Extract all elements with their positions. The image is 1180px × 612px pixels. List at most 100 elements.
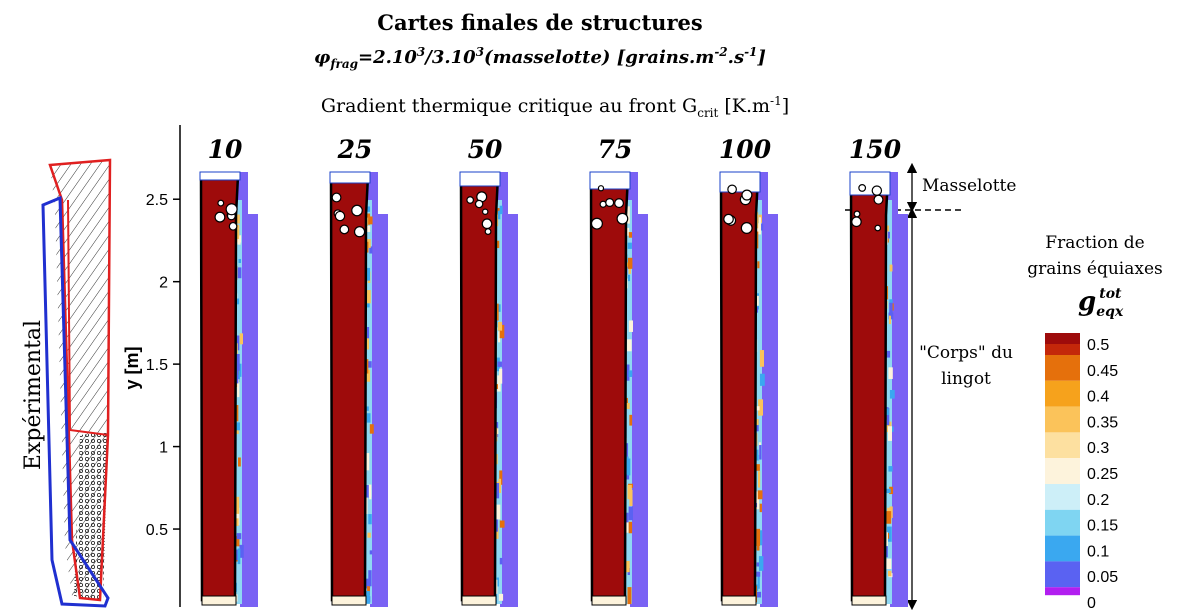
fringe-patch bbox=[237, 379, 240, 398]
fringe-patch bbox=[759, 350, 765, 367]
legend-swatch bbox=[1045, 344, 1080, 355]
fringe-patch bbox=[888, 367, 893, 379]
fringe-patch bbox=[499, 368, 503, 384]
subtitle-part: -1 bbox=[744, 45, 757, 59]
fringe-patch bbox=[887, 426, 893, 441]
fringe-patch bbox=[758, 217, 762, 235]
bottom-zone bbox=[591, 595, 627, 606]
legend-swatch bbox=[1045, 535, 1080, 562]
fringe-patch bbox=[757, 490, 763, 500]
legend-label: 0.15 bbox=[1087, 518, 1118, 535]
panel-label: 75 bbox=[598, 135, 633, 164]
fringe-patch bbox=[499, 324, 505, 339]
mold-strip bbox=[240, 214, 258, 607]
fringe-patch bbox=[239, 544, 244, 558]
fringe-patch bbox=[627, 242, 632, 249]
mold-strip bbox=[890, 214, 908, 607]
fringe-patch bbox=[628, 320, 633, 332]
symbol-part: eqx bbox=[1096, 304, 1124, 320]
legend-label: 0.2 bbox=[1087, 492, 1109, 509]
y-axis-label: y [m] bbox=[122, 346, 142, 389]
structure-map bbox=[849, 171, 908, 607]
fringe-patch bbox=[627, 257, 633, 269]
fringe-patch bbox=[756, 538, 760, 551]
fringe-patch bbox=[367, 586, 370, 596]
fringe-patch bbox=[626, 560, 630, 573]
fringe-patch bbox=[627, 587, 632, 605]
equiaxed-blob bbox=[351, 204, 363, 217]
equiaxed-blob bbox=[331, 192, 342, 203]
fringe-patch bbox=[495, 240, 500, 249]
equiaxed-blob bbox=[484, 228, 492, 236]
fringe-patch bbox=[759, 373, 765, 386]
fringe-patch bbox=[366, 225, 371, 232]
y-tick-label: 0.5 bbox=[146, 522, 168, 539]
equiaxed-blob bbox=[466, 196, 475, 204]
structure-map bbox=[719, 171, 778, 607]
legend-symbol: geqx tot bbox=[1078, 286, 1124, 320]
fringe-patch bbox=[365, 337, 370, 350]
legend-label: 0.3 bbox=[1087, 440, 1109, 457]
fringe-patch bbox=[236, 214, 240, 224]
fringe-patch bbox=[756, 571, 761, 577]
fringe-patch bbox=[627, 484, 632, 500]
equiaxed-blob bbox=[217, 199, 225, 207]
legend-swatch bbox=[1045, 333, 1080, 344]
equiaxed-blob bbox=[871, 185, 883, 196]
bottom-zone bbox=[331, 595, 367, 606]
subtitle-part: ] bbox=[756, 47, 766, 68]
equiaxed-blob bbox=[353, 226, 366, 238]
fringe-patch bbox=[625, 403, 630, 410]
subtitle-part: φ bbox=[314, 47, 331, 68]
fringe-patch bbox=[755, 419, 759, 426]
subtitle-part: frag bbox=[329, 57, 358, 71]
panel-label: 50 bbox=[468, 135, 503, 164]
fringe-patch bbox=[496, 504, 501, 520]
fringe-patch bbox=[499, 205, 503, 215]
equiaxed-blob bbox=[214, 211, 226, 223]
fringe-patch bbox=[888, 466, 893, 472]
fringe-patch bbox=[236, 368, 239, 384]
equiaxed-blob bbox=[740, 222, 753, 234]
gradient-part: [K.m bbox=[718, 95, 770, 117]
legend-swatch bbox=[1045, 406, 1080, 433]
panel-label: 10 bbox=[208, 135, 243, 164]
equiaxed-blob bbox=[858, 184, 867, 192]
experimental-sketch bbox=[41, 158, 112, 608]
fringe bbox=[883, 200, 892, 604]
bottom-zone bbox=[461, 595, 497, 606]
fringe-patch bbox=[498, 331, 501, 343]
riser-zone bbox=[329, 171, 371, 184]
fringe-patch bbox=[759, 503, 762, 513]
panel-label: 150 bbox=[849, 135, 902, 164]
fringe-patch bbox=[236, 405, 239, 422]
legend-title: Fraction de bbox=[1045, 233, 1144, 253]
mold-strip bbox=[630, 214, 648, 607]
gradient-part: Gradient thermique critique au front G bbox=[321, 95, 697, 117]
structure-map bbox=[459, 171, 518, 607]
fringe-patch bbox=[758, 399, 764, 416]
fringe-patch bbox=[889, 264, 893, 272]
equiaxed-blob bbox=[597, 185, 605, 192]
fringe-patch bbox=[889, 389, 895, 399]
fringe-patch bbox=[495, 303, 499, 321]
symbol-part: tot bbox=[1099, 286, 1122, 302]
fringe-patch bbox=[236, 533, 242, 540]
y-tick-label: 2.5 bbox=[146, 192, 168, 209]
fringe-patch bbox=[755, 449, 759, 461]
fringe-patch bbox=[756, 295, 759, 306]
subtitle: φfrag=2.103/3.103(masselotte) [grains.m-… bbox=[314, 45, 766, 71]
equiaxed-blob bbox=[225, 203, 238, 216]
fringe-patch bbox=[499, 557, 503, 565]
fringe-patch bbox=[628, 506, 633, 521]
fringe-patch bbox=[497, 321, 503, 331]
fringe-patch bbox=[628, 232, 633, 238]
fringe-patch bbox=[365, 578, 371, 589]
fringe-patch bbox=[236, 225, 240, 237]
fringe-patch bbox=[369, 246, 373, 254]
columnar-zone bbox=[329, 174, 370, 602]
legend-swatch bbox=[1045, 458, 1080, 484]
fringe bbox=[363, 200, 372, 604]
bottom-zone bbox=[201, 595, 237, 606]
panel-label: 25 bbox=[337, 135, 373, 164]
